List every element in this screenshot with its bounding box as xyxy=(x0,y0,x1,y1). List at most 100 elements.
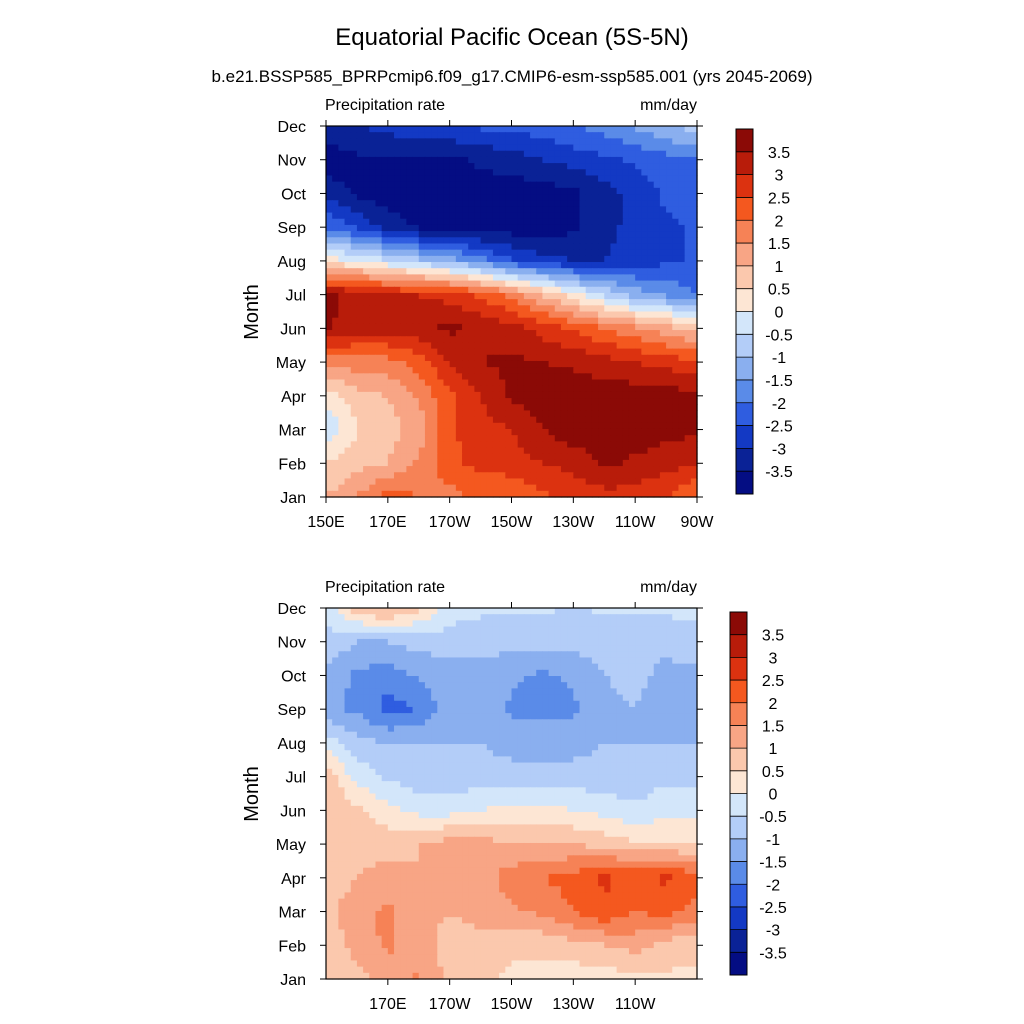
heatmap-cell xyxy=(443,676,451,683)
heatmap-cell xyxy=(628,156,636,164)
heatmap-cell xyxy=(350,447,358,455)
heatmap-cell xyxy=(635,706,642,714)
heatmap-cell xyxy=(647,682,655,689)
heatmap-cell xyxy=(560,669,568,677)
heatmap-cell xyxy=(604,299,612,306)
heatmap-cell xyxy=(363,453,370,461)
heatmap-cell xyxy=(443,416,451,424)
heatmap-cell xyxy=(486,150,494,158)
heatmap-cell xyxy=(406,706,414,714)
heatmap-cell xyxy=(381,163,389,170)
heatmap-cell xyxy=(455,725,463,733)
heatmap-cell xyxy=(462,206,469,214)
heatmap-cell xyxy=(672,286,680,294)
heatmap-cell xyxy=(350,348,358,356)
heatmap-cell xyxy=(610,181,618,189)
heatmap-cell xyxy=(511,441,519,449)
heatmap-cell xyxy=(666,292,673,300)
heatmap-cell xyxy=(455,398,463,405)
heatmap-cell xyxy=(462,212,469,220)
heatmap-cell xyxy=(635,373,642,381)
heatmap-cell xyxy=(431,212,438,220)
heatmap-cell xyxy=(560,206,568,214)
heatmap-cell xyxy=(548,632,556,640)
heatmap-cell xyxy=(554,249,562,257)
heatmap-cell xyxy=(375,441,383,449)
heatmap-cell xyxy=(455,144,463,152)
heatmap-cell xyxy=(363,360,370,368)
heatmap-cell xyxy=(474,360,482,368)
heatmap-cell xyxy=(344,181,352,189)
heatmap-cell xyxy=(536,150,544,158)
heatmap-cell xyxy=(338,638,346,646)
heatmap-cell xyxy=(332,700,339,708)
heatmap-cell xyxy=(381,317,389,325)
heatmap-cell xyxy=(486,447,494,455)
heatmap-cell xyxy=(560,262,568,269)
heatmap-cell xyxy=(350,404,358,412)
heatmap-cell xyxy=(363,682,370,689)
heatmap-cell xyxy=(492,292,500,300)
heatmap-cell xyxy=(344,478,352,486)
heatmap-cell xyxy=(511,243,519,251)
heatmap-cell xyxy=(455,360,463,368)
heatmap-cell xyxy=(381,484,389,492)
heatmap-cell xyxy=(523,410,531,418)
heatmap-cell xyxy=(567,373,574,381)
heatmap-cell xyxy=(400,126,407,133)
heatmap-cell xyxy=(486,218,494,226)
heatmap-cell xyxy=(659,484,667,492)
heatmap-cell xyxy=(523,299,531,306)
heatmap-cell xyxy=(468,317,475,325)
heatmap-cell xyxy=(573,706,581,714)
heatmap-cell xyxy=(517,274,525,282)
heatmap-cell xyxy=(530,719,537,727)
heatmap-cell xyxy=(326,410,333,418)
heatmap-cell xyxy=(548,169,556,177)
heatmap-cell xyxy=(486,700,494,708)
heatmap-cell xyxy=(672,428,680,436)
heatmap-cell xyxy=(443,243,451,251)
heatmap-cell xyxy=(326,317,333,325)
heatmap-cell xyxy=(394,249,401,257)
heatmap-cell xyxy=(338,632,346,640)
heatmap-cell xyxy=(666,231,673,238)
heatmap-cell xyxy=(338,379,346,387)
heatmap-cell xyxy=(523,713,531,720)
heatmap-cell xyxy=(449,657,457,665)
heatmap-cell xyxy=(381,255,389,263)
heatmap-cell xyxy=(468,280,475,288)
heatmap-cell xyxy=(356,620,364,628)
heatmap-cell xyxy=(400,249,407,257)
heatmap-cell xyxy=(567,620,574,628)
heatmap-cell xyxy=(635,638,642,646)
heatmap-cell xyxy=(474,336,482,344)
heatmap-cell xyxy=(567,428,574,436)
heatmap-cell xyxy=(573,379,581,387)
heatmap-cell xyxy=(647,292,655,300)
heatmap-cell xyxy=(424,620,432,628)
heatmap-cell xyxy=(505,138,513,146)
heatmap-cell xyxy=(548,243,556,251)
heatmap-cell xyxy=(523,391,531,399)
heatmap-cell xyxy=(628,212,636,220)
heatmap-cell xyxy=(486,212,494,220)
heatmap-cell xyxy=(499,126,506,133)
heatmap-cell xyxy=(548,608,556,615)
heatmap-cell xyxy=(622,317,630,325)
heatmap-cell xyxy=(610,187,618,195)
heatmap-cell xyxy=(530,435,537,442)
heatmap-cell xyxy=(542,150,550,158)
heatmap-cell xyxy=(468,694,475,702)
heatmap-cell xyxy=(363,292,370,300)
heatmap-cell xyxy=(659,422,667,430)
heatmap-cell xyxy=(548,354,556,362)
heatmap-cell xyxy=(573,694,581,702)
heatmap-cell xyxy=(647,367,655,374)
heatmap-cell xyxy=(499,268,506,275)
heatmap-cell xyxy=(356,206,364,214)
heatmap-cell xyxy=(381,262,389,269)
heatmap-cell xyxy=(387,472,395,480)
heatmap-cell xyxy=(412,243,420,251)
heatmap-cell xyxy=(684,645,692,652)
